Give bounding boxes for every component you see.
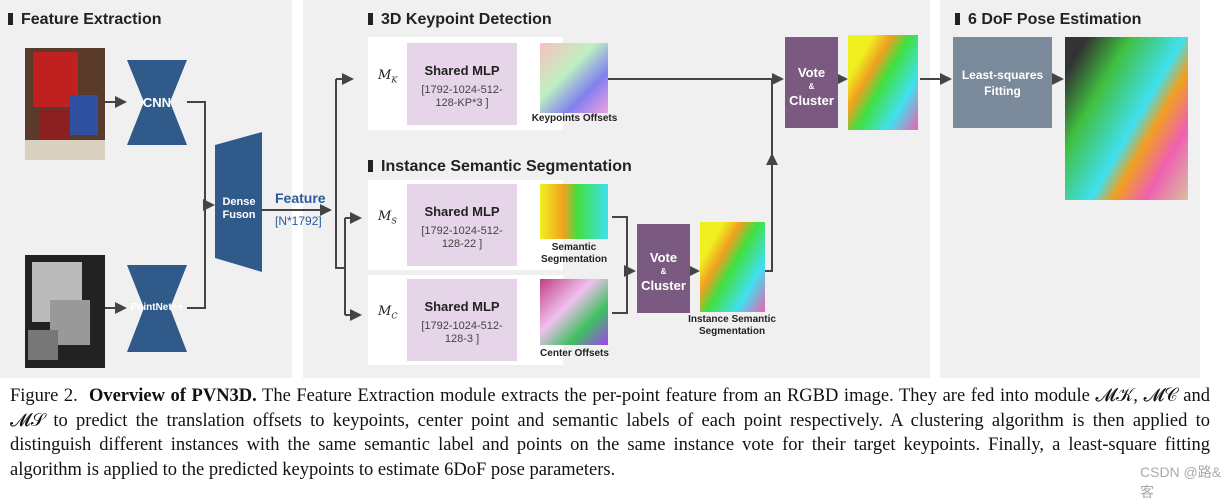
- feature-extraction-title: Feature Extraction: [8, 11, 161, 29]
- instance-segmentation-label: Instance Semantic Segmentation: [688, 314, 776, 337]
- keypoint-vote-image: [848, 35, 918, 130]
- center-offsets-label: Center Offsets: [540, 348, 609, 359]
- instance-segmentation-title: Instance Semantic Segmentation: [368, 158, 632, 176]
- center-mlp: Shared MLP [1792-1024-512-128-3 ]: [407, 279, 517, 361]
- vote-cluster-segmentation: Vote & Cluster: [637, 224, 690, 313]
- least-squares-fitting: Least-squares Fitting: [953, 37, 1052, 128]
- pose-estimation-title: 6 DoF Pose Estimation: [955, 11, 1141, 29]
- center-offsets-image: [540, 279, 608, 345]
- semantic-mlp: Shared MLP [1792-1024-512-128-22 ]: [407, 184, 517, 266]
- keypoint-detection-title: 3D Keypoint Detection: [368, 11, 552, 29]
- diagram-shapes: [25, 48, 1064, 368]
- semantic-segmentation-image: [540, 184, 608, 239]
- vote-cluster-keypoints: Vote & Cluster: [785, 37, 838, 128]
- cnn-label: CNN: [142, 95, 172, 110]
- keypoint-offsets-label: Keypoints Offsets: [531, 113, 618, 124]
- pose-result-image: [1065, 37, 1188, 200]
- module-s: MS: [378, 209, 397, 226]
- pointnet-label: PointNet++: [130, 302, 184, 313]
- semantic-segmentation-label: Semantic Segmentation: [540, 242, 608, 265]
- figure-caption: Figure 2. Overview of PVN3D. The Feature…: [10, 386, 1210, 480]
- dense-fusion-label: Dense Fuson: [222, 196, 256, 221]
- pointnet-encoder: [127, 265, 187, 352]
- dense-fusion-block: [215, 132, 262, 272]
- module-k: MK: [378, 68, 398, 85]
- keypoint-offsets-image: [540, 43, 608, 113]
- feature-label: Feature: [275, 190, 326, 206]
- watermark: CSDN @路&客: [1140, 464, 1222, 500]
- rgb-image: [25, 48, 105, 160]
- module-c: MC: [378, 304, 398, 321]
- cnn-encoder: [127, 60, 187, 145]
- keypoint-mlp: Shared MLP [1792-1024-512-128-KP*3 ]: [407, 43, 517, 125]
- depth-image: [25, 255, 105, 368]
- feature-dim: [N*1792]: [275, 214, 322, 228]
- instance-segmentation-image: [700, 222, 765, 312]
